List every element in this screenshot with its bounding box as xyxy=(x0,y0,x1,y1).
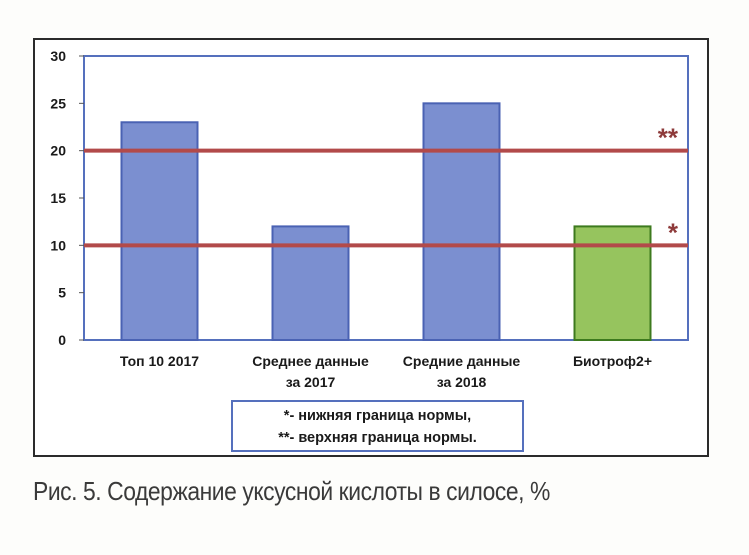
x-tick-label: Биотроф2+ xyxy=(573,353,652,369)
y-tick-label: 0 xyxy=(58,332,66,348)
y-tick-label: 30 xyxy=(50,48,66,64)
bar xyxy=(120,121,199,342)
y-tick-label: 5 xyxy=(58,285,66,301)
x-tick-label: Средние данные xyxy=(403,353,521,369)
y-tick-label: 15 xyxy=(50,190,66,206)
bar xyxy=(422,102,501,342)
y-tick-label: 10 xyxy=(50,237,66,253)
legend-entry-upper-limit: **- верхняя граница нормы. xyxy=(278,430,477,446)
y-tick-label: 20 xyxy=(50,143,66,159)
x-tick-label: Топ 10 2017 xyxy=(120,353,199,369)
chart-legend: *- нижняя граница нормы, **- верхняя гра… xyxy=(231,400,524,452)
reference-line-marker: ** xyxy=(658,123,679,153)
legend-entry-lower-limit: *- нижняя граница нормы, xyxy=(283,408,472,424)
x-tick-label: за 2018 xyxy=(437,374,487,390)
x-tick-label: за 2017 xyxy=(286,374,336,390)
reference-line-marker: * xyxy=(668,217,679,247)
y-tick-label: 25 xyxy=(50,95,66,111)
figure-caption: Рис. 5. Содержание уксусной кислоты в си… xyxy=(33,476,550,506)
x-tick-label: Среднее данные xyxy=(252,353,369,369)
